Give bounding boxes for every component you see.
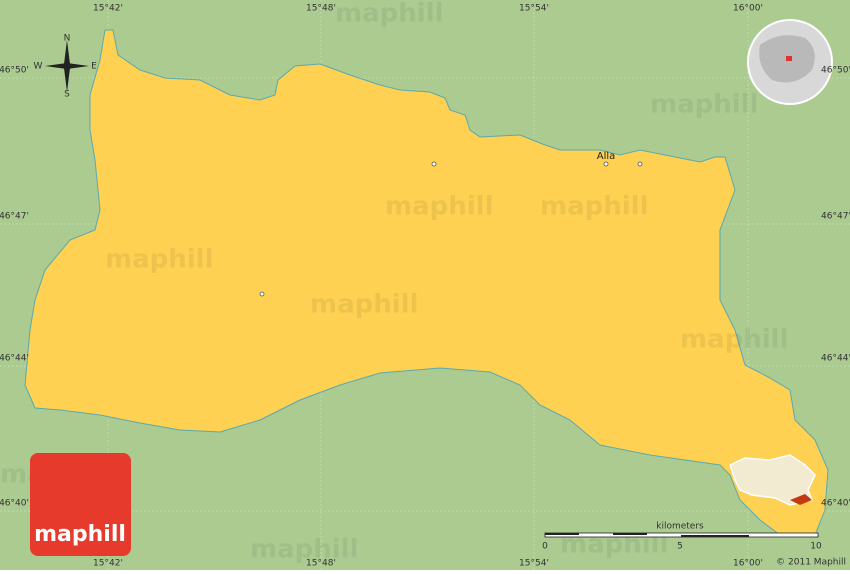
scale-label: 10 bbox=[810, 542, 822, 552]
lon-label: 15°42' bbox=[93, 559, 123, 569]
watermark: maphill bbox=[105, 245, 214, 275]
lon-label: 15°54' bbox=[519, 559, 549, 569]
watermark: maphill bbox=[650, 90, 759, 120]
scale-label: 5 bbox=[677, 542, 683, 552]
lat-label: 46°50' bbox=[0, 66, 29, 76]
lat-label: 46°40' bbox=[0, 499, 29, 509]
place-label: Alla bbox=[597, 151, 616, 162]
watermark: maphill bbox=[250, 535, 359, 565]
lon-label: 15°42' bbox=[93, 4, 123, 14]
lon-label: 16°00' bbox=[733, 559, 763, 569]
logo-text[interactable]: maphill bbox=[34, 522, 126, 547]
place-dot bbox=[603, 161, 609, 167]
compass-e: E bbox=[91, 62, 97, 72]
compass: N S W E bbox=[34, 34, 98, 100]
locator-inset bbox=[729, 454, 816, 506]
watermarks: maphill maphill maphill maphill maphill maphi… bbox=[0, 0, 789, 565]
scale-label: 0 bbox=[542, 542, 548, 552]
place-dot bbox=[637, 161, 643, 167]
watermark: maphill bbox=[310, 290, 419, 320]
copyright: © 2011 Maphill bbox=[776, 558, 846, 568]
watermark: maphill bbox=[680, 325, 789, 355]
lat-label: 46°50' bbox=[821, 66, 850, 76]
lat-label: 46°47' bbox=[821, 212, 850, 222]
globe-inset bbox=[747, 19, 833, 105]
place-dot bbox=[259, 291, 265, 297]
lon-label: 16°00' bbox=[733, 4, 763, 14]
watermark: maphill bbox=[385, 192, 494, 222]
lon-label: 15°48' bbox=[306, 4, 336, 14]
scale-unit: kilometers bbox=[656, 522, 704, 532]
lon-label: 15°54' bbox=[519, 4, 549, 14]
compass-s: S bbox=[64, 90, 70, 100]
region bbox=[24, 29, 829, 536]
watermark: maphill bbox=[335, 0, 444, 29]
lat-label: 46°44' bbox=[0, 354, 29, 364]
compass-n: N bbox=[64, 34, 71, 44]
scale-bar: kilometers 0 5 10 bbox=[542, 522, 822, 552]
watermark: maphill bbox=[540, 192, 649, 222]
lat-label: 46°47' bbox=[0, 212, 29, 222]
lat-label: 46°40' bbox=[821, 499, 850, 509]
lat-label: 46°44' bbox=[821, 354, 850, 364]
compass-w: W bbox=[34, 62, 43, 72]
place-dot bbox=[431, 161, 437, 167]
lon-label: 15°48' bbox=[306, 559, 336, 569]
logo[interactable]: maphill bbox=[30, 453, 131, 556]
